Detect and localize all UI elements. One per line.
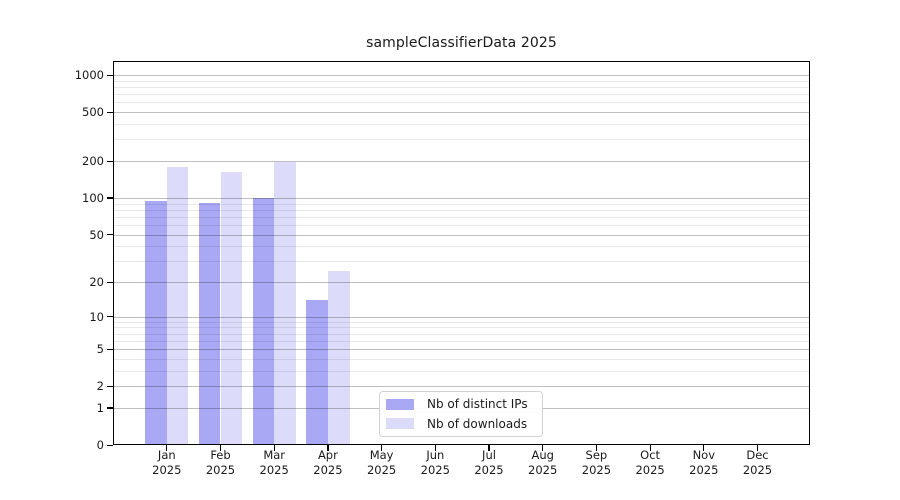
x-tick-mark — [649, 445, 651, 451]
x-tick-label: Jan 2025 — [137, 448, 197, 478]
legend-label: Nb of downloads — [427, 416, 528, 431]
x-tick-year: 2025 — [689, 463, 719, 477]
x-tick-month: Nov — [692, 448, 716, 462]
bar-downloads — [220, 172, 243, 445]
y-tick-label: 10 — [89, 309, 104, 324]
x-tick-label: Nov 2025 — [674, 448, 734, 478]
x-tick-label: Mar 2025 — [244, 448, 304, 478]
x-tick-month: Apr — [317, 448, 338, 462]
x-tick-label: Dec 2025 — [728, 448, 788, 478]
x-tick-year: 2025 — [742, 463, 773, 477]
x-tick-label: Jun 2025 — [405, 448, 465, 478]
legend-item: Nb of downloads — [386, 417, 542, 431]
x-tick-mark — [595, 445, 598, 451]
x-tick-year: 2025 — [313, 463, 343, 477]
bar-distinct-ips — [306, 300, 328, 445]
y-tick-label: 1 — [96, 400, 104, 415]
x-tick-year: 2025 — [205, 463, 236, 477]
legend-swatch — [386, 418, 414, 430]
bar-distinct-ips — [252, 197, 275, 445]
y-tick-label: 0 — [96, 438, 104, 452]
x-tick-mark — [219, 445, 222, 451]
legend-label: Nb of distinct IPs — [427, 397, 528, 412]
y-tick-label: 1000 — [74, 68, 104, 82]
x-tick-year: 2025 — [581, 463, 612, 477]
y-tick-mark — [107, 281, 113, 283]
y-tick-label: 5 — [96, 342, 104, 357]
x-tick-label: Oct 2025 — [620, 448, 680, 478]
x-tick-month: Mar — [263, 448, 286, 462]
y-tick-mark — [107, 111, 113, 113]
x-tick-month: Sep — [585, 448, 608, 462]
bars-layer — [113, 61, 810, 445]
x-tick-mark — [327, 445, 329, 451]
y-tick-mark — [107, 234, 113, 236]
x-tick-mark — [542, 445, 544, 451]
y-tick-mark — [107, 197, 113, 199]
legend-swatch — [386, 398, 414, 410]
y-tick-mark — [107, 348, 113, 350]
x-tick-month: Oct — [640, 448, 661, 462]
x-tick-mark — [381, 445, 383, 451]
x-tick-year: 2025 — [366, 463, 397, 477]
x-tick-month: Jan — [157, 448, 176, 462]
x-tick-label: Feb 2025 — [191, 448, 251, 478]
x-tick-label: May 2025 — [352, 448, 412, 478]
legend: Nb of distinct IPs Nb of downloads — [379, 391, 543, 437]
chart-title: sampleClassifierData 2025 — [366, 35, 557, 51]
x-tick-month: Dec — [746, 448, 769, 462]
bar-downloads — [166, 167, 189, 445]
x-tick-year: 2025 — [259, 463, 289, 477]
x-tick-year: 2025 — [420, 463, 450, 477]
x-tick-mark — [703, 445, 705, 451]
x-tick-month: Aug — [531, 448, 554, 462]
y-tick-label: 2 — [96, 379, 104, 394]
x-tick-mark — [273, 445, 275, 451]
x-tick-mark — [434, 445, 436, 451]
y-tick-mark — [107, 385, 113, 387]
x-tick-month: May — [369, 448, 394, 462]
bar-downloads — [274, 162, 296, 445]
x-tick-mark — [488, 445, 490, 451]
bar-distinct-ips — [198, 202, 221, 445]
y-tick-label: 500 — [82, 105, 104, 120]
x-tick-label: Jul 2025 — [459, 448, 519, 478]
x-tick-year: 2025 — [635, 463, 665, 477]
y-tick-mark — [107, 407, 113, 409]
y-tick-mark — [107, 160, 113, 162]
x-tick-year: 2025 — [152, 463, 182, 477]
y-tick-label: 200 — [82, 154, 104, 168]
bar-distinct-ips — [145, 200, 167, 445]
x-tick-month: Jul — [482, 448, 496, 462]
x-tick-month: Feb — [210, 448, 231, 462]
x-tick-label: Aug 2025 — [513, 448, 573, 478]
y-tick-mark — [107, 74, 113, 76]
x-tick-year: 2025 — [474, 463, 504, 477]
x-tick-year: 2025 — [528, 463, 558, 477]
y-tick-mark — [107, 444, 113, 446]
x-tick-mark — [756, 445, 759, 451]
y-tick-label: 100 — [82, 190, 104, 205]
legend-item: Nb of distinct IPs — [386, 397, 542, 411]
x-tick-label: Sep 2025 — [566, 448, 626, 478]
y-tick-label: 20 — [89, 275, 104, 289]
y-tick-mark — [107, 316, 113, 318]
bar-downloads — [327, 270, 350, 445]
x-tick-label: Apr 2025 — [298, 448, 358, 478]
x-tick-mark — [166, 445, 168, 451]
plot-area: Nb of distinct IPs Nb of downloads — [113, 61, 810, 445]
y-tick-label: 50 — [89, 227, 104, 242]
x-tick-month: Jun — [426, 448, 445, 462]
